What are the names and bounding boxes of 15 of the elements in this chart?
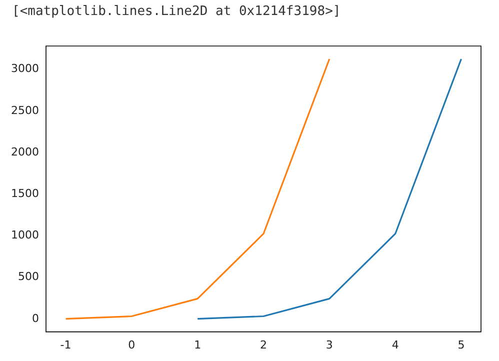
y-tick-label: 500 <box>18 270 39 284</box>
x-tick-label: 0 <box>128 338 136 352</box>
x-tick-label: 5 <box>458 338 465 352</box>
x-tick-label: -1 <box>60 338 72 352</box>
text: [<matplotlib.lines.Line2D at 0x1214f3198>] <box>12 4 341 19</box>
y-tick-label: 0 <box>32 312 39 325</box>
x-tick-label: 1 <box>194 338 202 352</box>
y-tick-label: 1500 <box>10 187 39 200</box>
x-tick-label: 4 <box>392 338 399 352</box>
x-tick-label: 3 <box>326 338 333 352</box>
y-tick-label: 2500 <box>10 104 39 117</box>
y-tick-label: 3000 <box>10 62 39 76</box>
y-tick-label: 1000 <box>10 228 39 242</box>
x-tick-label: 2 <box>260 338 267 352</box>
y-tick-label: 2000 <box>10 145 39 158</box>
